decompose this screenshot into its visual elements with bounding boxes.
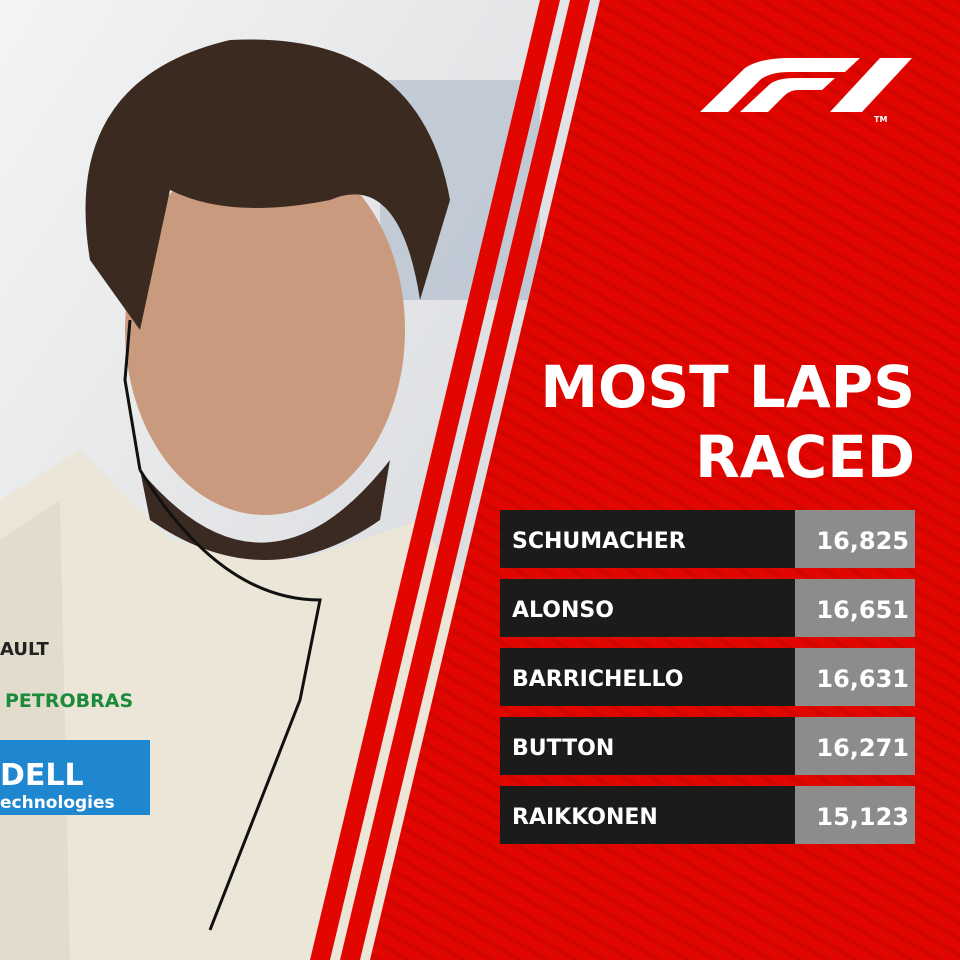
photo-label: AULT	[0, 639, 49, 660]
value-cell	[795, 786, 915, 844]
table: SCHUMACHER 16,825 ALONSO 16,651 BARRICHELLO 1…	[500, 510, 915, 844]
name-cell	[500, 648, 795, 706]
value-cell	[795, 717, 915, 775]
f1-logo: TM	[700, 58, 912, 124]
laps-value: 16,651	[816, 596, 909, 624]
driver-name: RAIKKONEN	[512, 805, 658, 830]
driver-name: ALONSO	[512, 598, 614, 623]
logo-trademark: TM	[874, 115, 887, 124]
value-cell	[795, 648, 915, 706]
name-cell	[500, 786, 795, 844]
title-line: RACED	[695, 423, 915, 491]
driver-name: BUTTON	[512, 736, 614, 761]
name-cell	[500, 579, 795, 637]
photo-label: PETROBRAS	[5, 690, 133, 712]
value-cell	[795, 510, 915, 568]
laps-value: 16,825	[816, 527, 909, 555]
photo-label: echnologies	[0, 793, 115, 813]
laps-value: 15,123	[816, 803, 909, 831]
laps-value: 16,271	[816, 734, 909, 762]
name-cell	[500, 717, 795, 775]
driver-name: SCHUMACHER	[512, 529, 686, 554]
stripe	[310, 0, 560, 960]
laps-value: 16,631	[816, 665, 909, 693]
photo-label: DELL	[0, 758, 84, 793]
stripe	[340, 0, 590, 960]
driver-name: BARRICHELLO	[512, 667, 683, 692]
value-cell	[795, 579, 915, 637]
name-cell	[500, 510, 795, 568]
title-line: MOST LAPS	[540, 353, 915, 421]
